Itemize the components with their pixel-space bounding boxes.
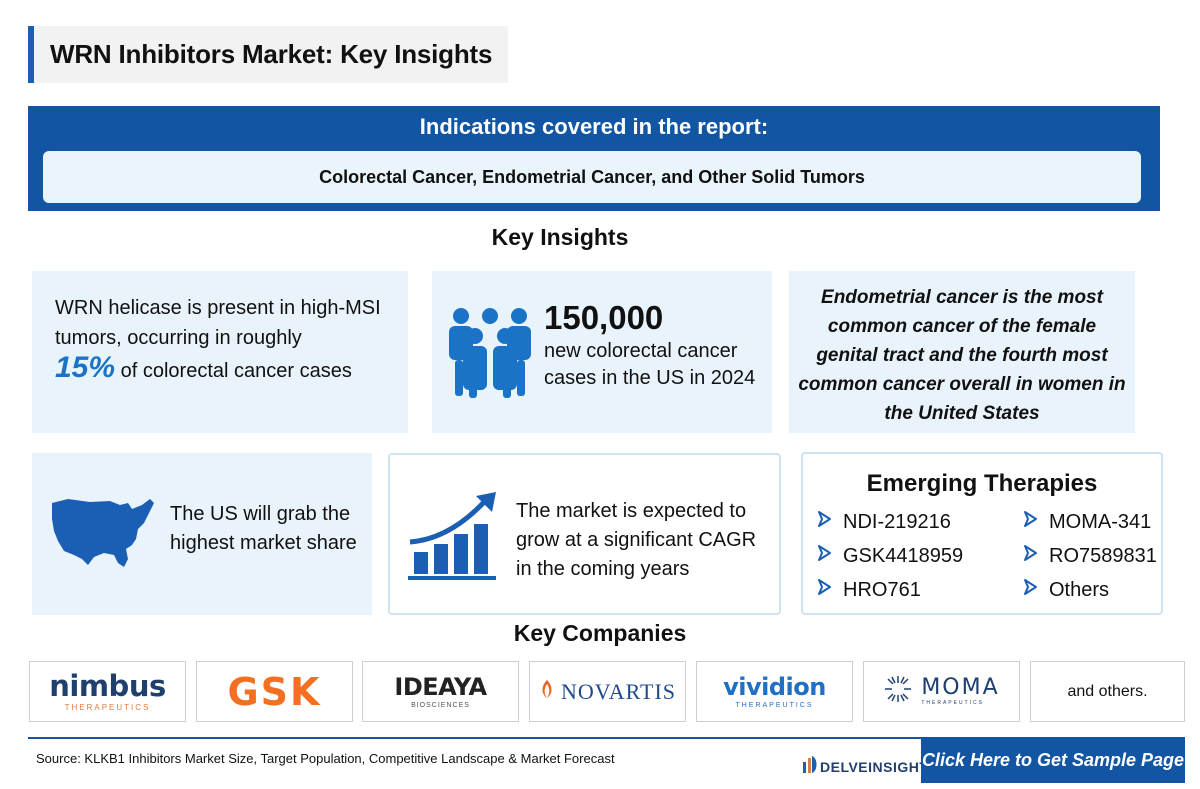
insight-card-msi: WRN helicase is present in high-MSI tumo… — [32, 271, 408, 433]
therapy-item: RO7589831 — [1023, 544, 1157, 568]
company-logo-novartis: NOVARTIS — [529, 661, 686, 722]
chevron-right-icon — [1023, 544, 1039, 568]
sample-page-button[interactable]: Click Here to Get Sample Page — [921, 737, 1185, 783]
delveinsight-logo: DELVEINSIGHT — [802, 754, 928, 779]
chevron-right-icon — [817, 578, 833, 602]
key-insights-heading: Key Insights — [491, 224, 629, 250]
page-title: WRN Inhibitors Market: Key Insights — [50, 39, 493, 69]
companies-others-text: and others. — [1067, 682, 1148, 700]
chevron-right-icon — [817, 510, 833, 534]
therapy-item: MOMA-341 — [1023, 510, 1151, 534]
insight-card-us-share: The US will grab the highest market shar… — [32, 453, 372, 615]
key-companies-heading: Key Companies — [513, 620, 687, 646]
chevron-right-icon — [1023, 510, 1039, 534]
insight-msi-text: WRN helicase is present in high-MSI tumo… — [55, 293, 395, 386]
cases-text: new colorectal cancer cases in the US in… — [544, 340, 756, 389]
company-logo-nimbus: nimbus THERAPEUTICS — [29, 661, 186, 722]
therapy-label: GSK4418959 — [843, 544, 964, 567]
people-group-icon — [445, 306, 535, 403]
indications-list: Colorectal Cancer, Endometrial Cancer, a… — [43, 151, 1141, 203]
insight-card-cases: 150,000 new colorectal cancer cases in t… — [432, 271, 772, 433]
insight-card-endometrial: Endometrial cancer is the most common ca… — [789, 271, 1135, 433]
insight-msi-highlight: 15% — [55, 351, 116, 384]
therapy-item: HRO761 — [817, 578, 921, 602]
moma-wordmark: MOMA — [921, 675, 1000, 700]
novartis-wordmark: NOVARTIS — [560, 678, 677, 704]
moma-sub: THERAPEUTICS — [921, 700, 984, 706]
company-logo-gsk: GSK — [196, 661, 353, 722]
insight-msi-line2: of colorectal cancer cases — [115, 360, 352, 382]
ideaya-wordmark: IDEAYA — [394, 672, 487, 701]
company-logo-ideaya: IDEAYA BIOSCIENCES — [362, 661, 519, 722]
insight-msi-line1: WRN helicase is present in high-MSI tumo… — [55, 297, 381, 349]
novartis-flame-icon — [539, 678, 555, 705]
indications-heading: Indications covered in the report: — [419, 114, 769, 139]
footer-divider — [28, 737, 928, 739]
therapy-item: NDI-219216 — [817, 510, 951, 534]
moma-sunburst-icon — [883, 674, 913, 709]
therapy-item: Others — [1023, 578, 1109, 602]
therapy-label: Others — [1049, 578, 1110, 601]
therapy-label: MOMA-341 — [1049, 510, 1152, 533]
delveinsight-wordmark: DELVEINSIGHT — [820, 758, 929, 775]
source-text: Source: KLKB1 Inhibitors Market Size, Ta… — [36, 751, 615, 766]
delveinsight-mark-icon — [802, 754, 818, 779]
therapy-label: RO7589831 — [1049, 544, 1157, 567]
insight-card-cagr: The market is expected to grow at a sign… — [388, 453, 781, 615]
vividion-sub: THERAPEUTICS — [735, 701, 814, 709]
company-others: and others. — [1030, 661, 1185, 722]
vividion-wordmark: vividion — [723, 672, 826, 701]
ideaya-sub: BIOSCIENCES — [411, 701, 470, 709]
therapy-item: GSK4418959 — [817, 544, 963, 568]
chevron-right-icon — [817, 544, 833, 568]
emerging-therapies-card: Emerging Therapies NDI-219216 MOMA-341 G… — [801, 452, 1163, 615]
nimbus-wordmark: nimbus — [49, 668, 166, 703]
therapy-label: HRO761 — [843, 578, 921, 601]
title-box: WRN Inhibitors Market: Key Insights — [28, 26, 508, 83]
us-share-text: The US will grab the highest market shar… — [170, 503, 357, 554]
therapy-label: NDI-219216 — [843, 510, 951, 533]
gsk-wordmark: GSK — [227, 669, 322, 714]
cagr-text: The market is expected to grow at a sign… — [516, 500, 757, 580]
indications-panel: Indications covered in the report: Color… — [28, 106, 1160, 211]
us-map-icon — [48, 493, 158, 578]
company-logo-moma: MOMA THERAPEUTICS — [863, 661, 1020, 722]
growth-chart-icon — [406, 490, 502, 587]
cases-number: 150,000 — [544, 299, 664, 336]
endometrial-text: Endometrial cancer is the most common ca… — [798, 287, 1126, 424]
nimbus-sub: THERAPEUTICS — [64, 702, 151, 712]
company-logo-vividion: vividion THERAPEUTICS — [696, 661, 853, 722]
emerging-therapies-heading: Emerging Therapies — [866, 470, 1098, 497]
chevron-right-icon — [1023, 578, 1039, 602]
